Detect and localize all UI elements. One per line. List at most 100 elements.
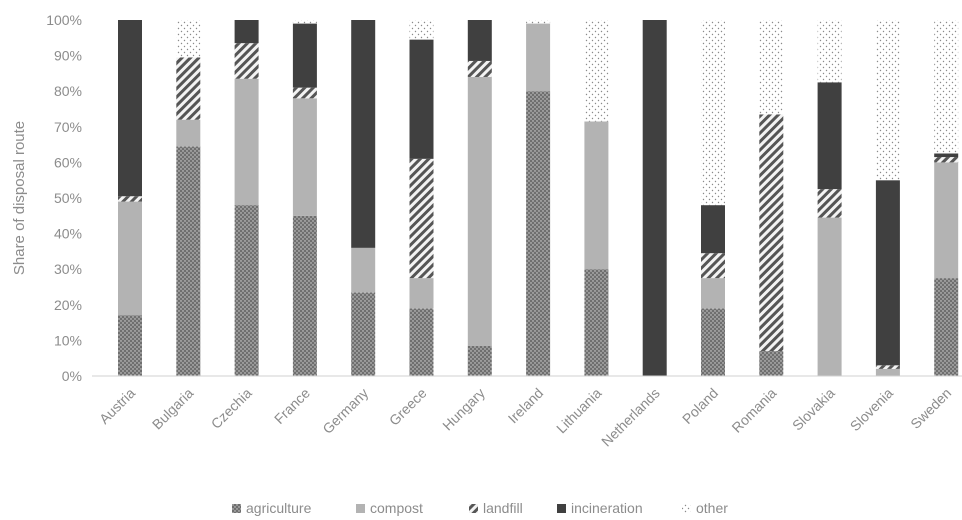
legend-label: agriculture xyxy=(246,500,312,516)
bar-segment-landfill xyxy=(759,114,784,352)
legend-item-agriculture: agriculture xyxy=(232,500,312,516)
legend-item-incineration: incineration xyxy=(557,500,643,516)
bar-segment-incineration xyxy=(934,153,959,158)
legend-swatch xyxy=(682,504,691,513)
bar-segment-landfill xyxy=(467,60,492,77)
x-tick-label: Czechia xyxy=(208,385,255,432)
bar-segment-incineration xyxy=(875,180,900,366)
bar-segment-compost xyxy=(409,278,434,309)
y-tick-label: 70% xyxy=(54,119,82,135)
bar-segment-agriculture xyxy=(526,91,551,376)
x-tick-label: Germany xyxy=(319,385,371,437)
bar-segment-other xyxy=(176,20,201,58)
bar-segment-agriculture xyxy=(351,292,376,376)
y-axis-title: Share of disposal route xyxy=(11,121,28,275)
bar-segment-landfill xyxy=(409,158,434,279)
bars xyxy=(118,20,959,376)
y-tick-label: 30% xyxy=(54,261,82,277)
bar-segment-compost xyxy=(584,121,609,270)
legend-label: compost xyxy=(370,500,423,516)
bar-segment-agriculture xyxy=(934,278,959,376)
bar-segment-compost xyxy=(701,278,725,309)
bar-segment-incineration xyxy=(701,205,725,254)
bar-segment-incineration xyxy=(467,20,492,61)
bar-stack xyxy=(526,20,551,376)
bar-segment-compost xyxy=(118,201,142,316)
x-tick-label: Ireland xyxy=(505,385,547,427)
x-tick-label: Sweden xyxy=(907,385,954,432)
bar-segment-other xyxy=(526,20,551,24)
bar-stack xyxy=(292,20,317,376)
bar-stack xyxy=(409,20,434,376)
y-tick-label: 10% xyxy=(54,332,82,348)
bar-stack xyxy=(584,20,609,376)
bar-segment-other xyxy=(817,20,842,83)
x-tick-label: Greece xyxy=(386,385,430,429)
bar-segment-agriculture xyxy=(292,215,317,376)
bar-stack xyxy=(934,20,959,376)
legend-swatch xyxy=(557,504,566,513)
legend-swatch xyxy=(232,504,241,513)
bar-segment-other xyxy=(759,20,784,115)
bar-segment-compost xyxy=(526,23,551,92)
bar-segment-compost xyxy=(467,76,492,346)
legend-label: landfill xyxy=(483,500,523,516)
x-axis-labels: Austria Bulgaria Czechia France Germany Greec… xyxy=(96,385,954,450)
bar-stack xyxy=(701,20,725,376)
y-tick-label: 20% xyxy=(54,297,82,313)
bar-stack xyxy=(234,20,259,376)
y-axis-ticks: 0% 10% 20% 30% 40% 50% 60% 70% 80% 90% 100% xyxy=(46,12,82,384)
bar-segment-agriculture xyxy=(759,351,784,376)
bar-segment-landfill xyxy=(701,253,725,279)
bar-segment-landfill xyxy=(875,365,900,369)
bar-segment-incineration xyxy=(292,23,317,88)
bar-segment-landfill xyxy=(817,189,842,218)
bar-segment-landfill xyxy=(934,157,959,163)
bar-segment-other xyxy=(934,20,959,154)
y-tick-label: 60% xyxy=(54,154,82,170)
bar-segment-landfill xyxy=(234,43,259,79)
x-tick-label: Netherlands xyxy=(598,385,663,450)
legend-item-landfill: landfill xyxy=(469,500,523,516)
bar-segment-other xyxy=(292,20,317,24)
bar-segment-compost xyxy=(875,368,900,376)
bar-segment-compost xyxy=(292,98,317,216)
legend-swatch xyxy=(356,504,365,513)
legend-label: other xyxy=(696,500,728,516)
bar-segment-landfill xyxy=(292,87,317,99)
bar-stack xyxy=(875,20,900,376)
legend: agriculture compost landfill incineration ot… xyxy=(232,500,728,516)
bar-segment-other xyxy=(409,20,434,40)
x-tick-label: Slovenia xyxy=(847,385,896,434)
x-tick-label: Austria xyxy=(96,385,138,427)
legend-swatch xyxy=(469,504,478,513)
bar-stack xyxy=(118,20,142,376)
bar-stack xyxy=(351,20,376,376)
x-tick-label: Bulgaria xyxy=(149,385,197,433)
bar-segment-agriculture xyxy=(701,308,725,376)
bar-segment-agriculture xyxy=(176,146,201,376)
bar-segment-landfill xyxy=(118,196,142,202)
bar-segment-incineration xyxy=(642,20,667,376)
bar-stack xyxy=(642,20,667,376)
x-tick-label: France xyxy=(271,385,313,427)
legend-item-other: other xyxy=(682,500,728,516)
y-tick-label: 80% xyxy=(54,83,82,99)
bar-segment-agriculture xyxy=(234,205,259,376)
bar-segment-compost xyxy=(234,78,259,206)
bar-stack xyxy=(817,20,842,376)
bar-segment-compost xyxy=(934,162,959,279)
bar-segment-agriculture xyxy=(409,308,434,376)
bar-segment-incineration xyxy=(817,82,842,190)
bar-stack xyxy=(759,20,784,376)
bar-segment-other xyxy=(701,20,725,206)
bar-segment-other xyxy=(584,20,609,122)
y-tick-label: 40% xyxy=(54,226,82,242)
bar-segment-compost xyxy=(817,217,842,376)
x-tick-label: Lithuania xyxy=(553,385,605,437)
bar-stack xyxy=(176,20,201,376)
x-tick-label: Poland xyxy=(679,385,721,427)
bar-segment-incineration xyxy=(409,39,434,159)
bar-segment-agriculture xyxy=(118,315,142,376)
